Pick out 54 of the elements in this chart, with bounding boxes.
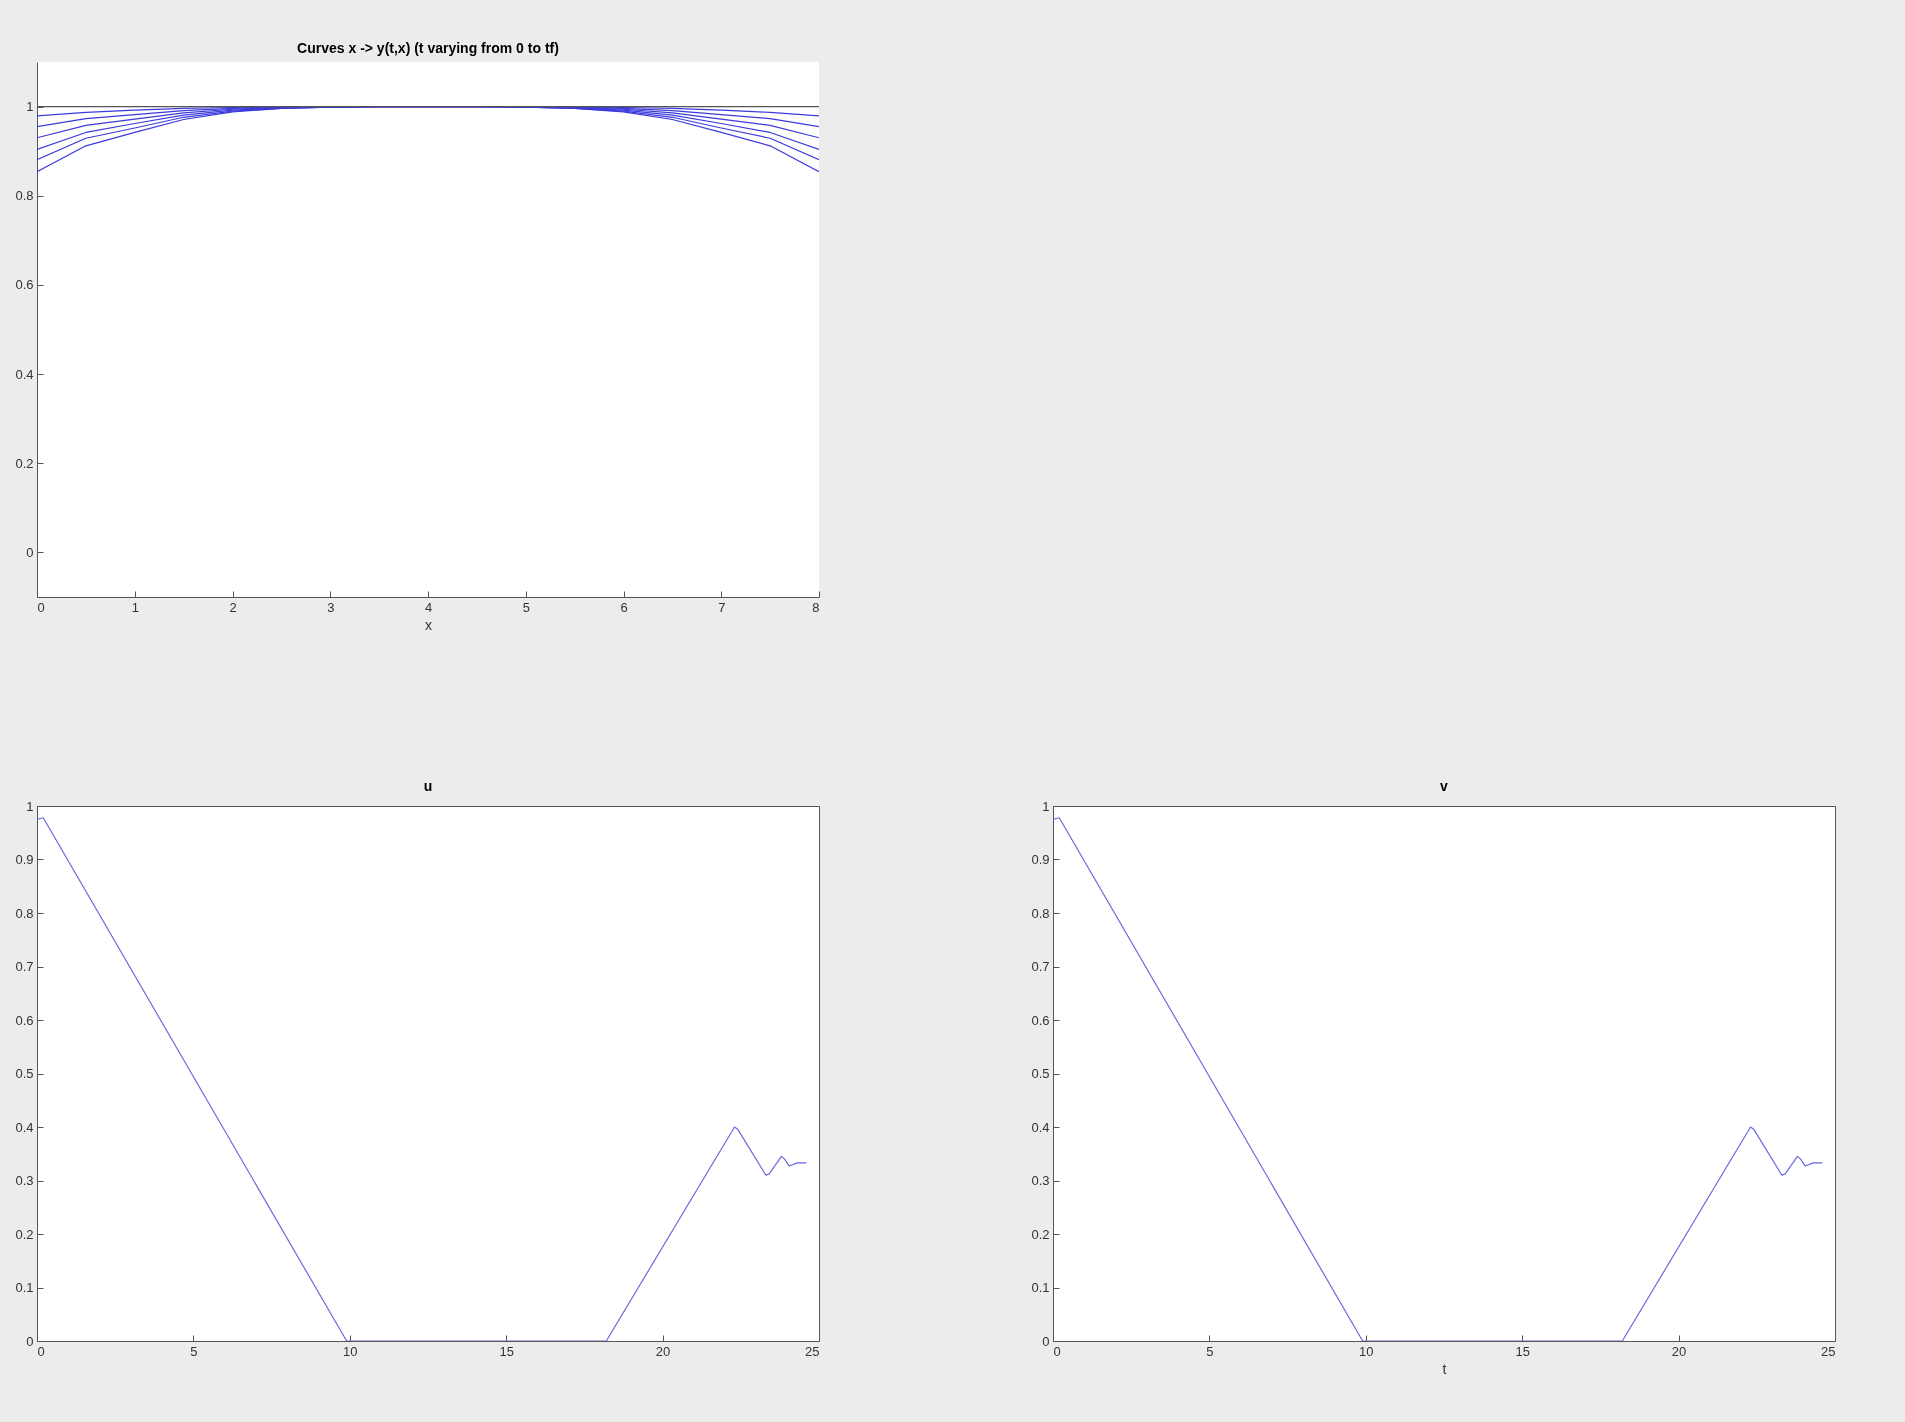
x-axis-title: t xyxy=(1442,1360,1447,1377)
y-tick-label: 0.7 xyxy=(1031,959,1050,974)
y-tick-label: 1 xyxy=(26,798,34,814)
y-tick-label: 0.2 xyxy=(15,455,34,471)
x-tick-label: 3 xyxy=(327,599,335,615)
x-tick-label: 0 xyxy=(1053,1343,1061,1359)
x-tick-label: 8 xyxy=(812,599,820,615)
y-tick-label: 0.8 xyxy=(1031,905,1050,921)
y-tick-label: 0.6 xyxy=(15,277,34,293)
x-tick-label: 0 xyxy=(37,1343,45,1359)
x-tick-label: 20 xyxy=(655,1343,671,1359)
x-tick-label: 5 xyxy=(1206,1343,1214,1359)
x-tick-label: 6 xyxy=(620,599,628,615)
x-tick-label: 25 xyxy=(805,1343,820,1359)
x-tick-label: 25 xyxy=(1821,1343,1836,1359)
y-tick-label: 0.8 xyxy=(15,905,34,921)
y-tick-label: 0 xyxy=(1042,1333,1050,1349)
x-tick-label: 20 xyxy=(1671,1343,1687,1359)
y-tick-label: 0.2 xyxy=(1031,1226,1050,1242)
y-tick-label: 0.1 xyxy=(1031,1280,1050,1295)
x-tick-label: 15 xyxy=(1515,1343,1530,1359)
y-tick-label: 0.3 xyxy=(1031,1173,1050,1188)
y-tick-label: 0.6 xyxy=(15,1012,34,1028)
x-tick-label: 2 xyxy=(229,599,237,615)
x-tick-label: 4 xyxy=(424,599,433,615)
y-tick-label: 0.1 xyxy=(15,1280,34,1295)
y-tick-label: 0 xyxy=(26,1333,34,1349)
y-tick-label: 0.2 xyxy=(15,1226,34,1242)
y-tick-label: 0.7 xyxy=(15,959,34,974)
y-tick-label: 1 xyxy=(1042,798,1050,814)
x-axis-title: x xyxy=(425,616,432,633)
x-tick-label: 5 xyxy=(522,599,530,615)
y-tick-label: 0 xyxy=(26,544,34,560)
y-tick-label: 1 xyxy=(26,99,34,115)
x-tick-label: 1 xyxy=(131,599,139,615)
y-tick-label: 0.4 xyxy=(15,1119,34,1135)
y-tick-label: 0.5 xyxy=(15,1066,34,1081)
y-tick-label: 0.4 xyxy=(1031,1119,1050,1135)
y-tick-label: 0.4 xyxy=(15,366,34,382)
y-tick-label: 0.3 xyxy=(15,1173,34,1188)
y-tick-label: 0.9 xyxy=(15,852,34,867)
y-tick-label: 0.5 xyxy=(1031,1066,1050,1081)
chart-title: Curves x -> y(t,x) (t varying from 0 to tf) xyxy=(297,40,559,56)
y-tick-label: 0.6 xyxy=(1031,1012,1050,1028)
x-tick-label: 15 xyxy=(499,1343,514,1359)
y-tick-label: 0.8 xyxy=(15,188,34,204)
x-tick-label: 0 xyxy=(37,599,45,615)
chart-title: u xyxy=(423,778,433,794)
chart-title: v xyxy=(1440,778,1449,794)
x-tick-label: 7 xyxy=(718,599,726,615)
x-tick-label: 5 xyxy=(190,1343,198,1359)
x-tick-label: 10 xyxy=(1359,1343,1374,1359)
x-tick-label: 10 xyxy=(343,1343,358,1359)
y-tick-label: 0.9 xyxy=(1031,852,1050,867)
